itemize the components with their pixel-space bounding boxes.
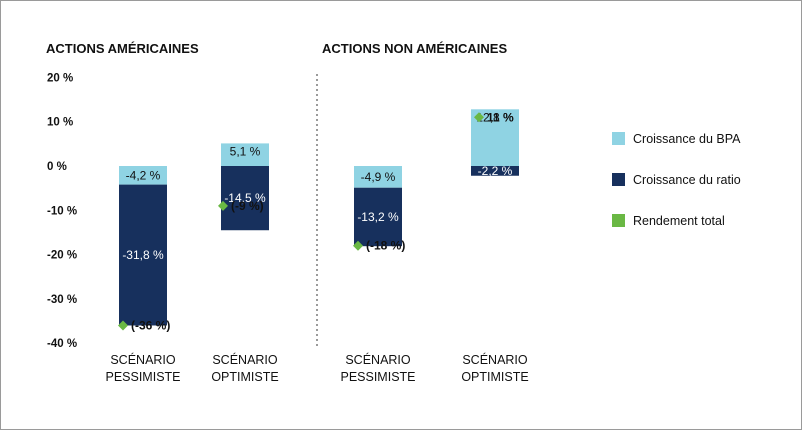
ratio-growth-bar xyxy=(354,187,402,247)
ratio-growth-bar xyxy=(119,184,167,326)
category-label: OPTIMISTE xyxy=(461,370,528,384)
legend-swatch-total-return xyxy=(612,214,625,227)
legend-swatch-eps-growth xyxy=(612,132,625,145)
total-return-marker xyxy=(474,112,484,123)
y-tick-label: 10 % xyxy=(47,117,73,129)
ratio-label: -2,2 % xyxy=(478,164,513,178)
total-return-label: 11 % xyxy=(487,110,514,124)
ratio-growth-bar xyxy=(471,166,519,176)
total-return-label: (-9 %) xyxy=(231,199,264,213)
eps-growth-bar xyxy=(119,166,167,185)
y-tick-label: 0 % xyxy=(47,161,67,173)
total-return-marker xyxy=(353,240,363,251)
legend-label: Rendement total xyxy=(633,214,725,228)
y-tick-label: -20 % xyxy=(47,250,77,262)
y-tick-label: -40 % xyxy=(47,338,77,350)
panel-title: ACTIONS AMÉRICAINES xyxy=(46,41,199,56)
eps-label: -4,9 % xyxy=(361,170,396,184)
y-tick-label: -30 % xyxy=(47,294,77,306)
total-return-label: (-36 %) xyxy=(131,318,170,332)
y-tick-label: -10 % xyxy=(47,205,77,217)
eps-label: 5,1 % xyxy=(230,144,261,158)
ratio-growth-bar xyxy=(221,166,269,231)
category-label: SCÉNARIO xyxy=(462,352,528,367)
category-label: SCÉNARIO xyxy=(212,352,278,367)
category-label: SCÉNARIO xyxy=(345,352,411,367)
category-label: PESSIMISTE xyxy=(105,370,180,384)
total-return-marker xyxy=(118,320,128,331)
ratio-label: -14,5 % xyxy=(224,191,266,205)
legend-label: Croissance du ratio xyxy=(633,173,741,187)
total-return-label: (-18 %) xyxy=(366,239,405,253)
category-label: OPTIMISTE xyxy=(211,370,278,384)
category-label: PESSIMISTE xyxy=(340,370,415,384)
eps-label: 12,8 % xyxy=(476,110,514,124)
eps-label: -4,2 % xyxy=(126,168,161,182)
total-return-marker xyxy=(218,200,228,211)
eps-growth-bar xyxy=(354,166,402,188)
legend-swatch-ratio-growth xyxy=(612,173,625,186)
category-label: SCÉNARIO xyxy=(110,352,176,367)
ratio-label: -13,2 % xyxy=(357,210,399,224)
eps-growth-bar xyxy=(221,143,269,166)
legend-label: Croissance du BPA xyxy=(633,132,741,146)
ratio-label: -31,8 % xyxy=(122,248,164,262)
y-tick-label: 20 % xyxy=(47,72,73,84)
panel-title: ACTIONS NON AMÉRICAINES xyxy=(322,41,507,56)
